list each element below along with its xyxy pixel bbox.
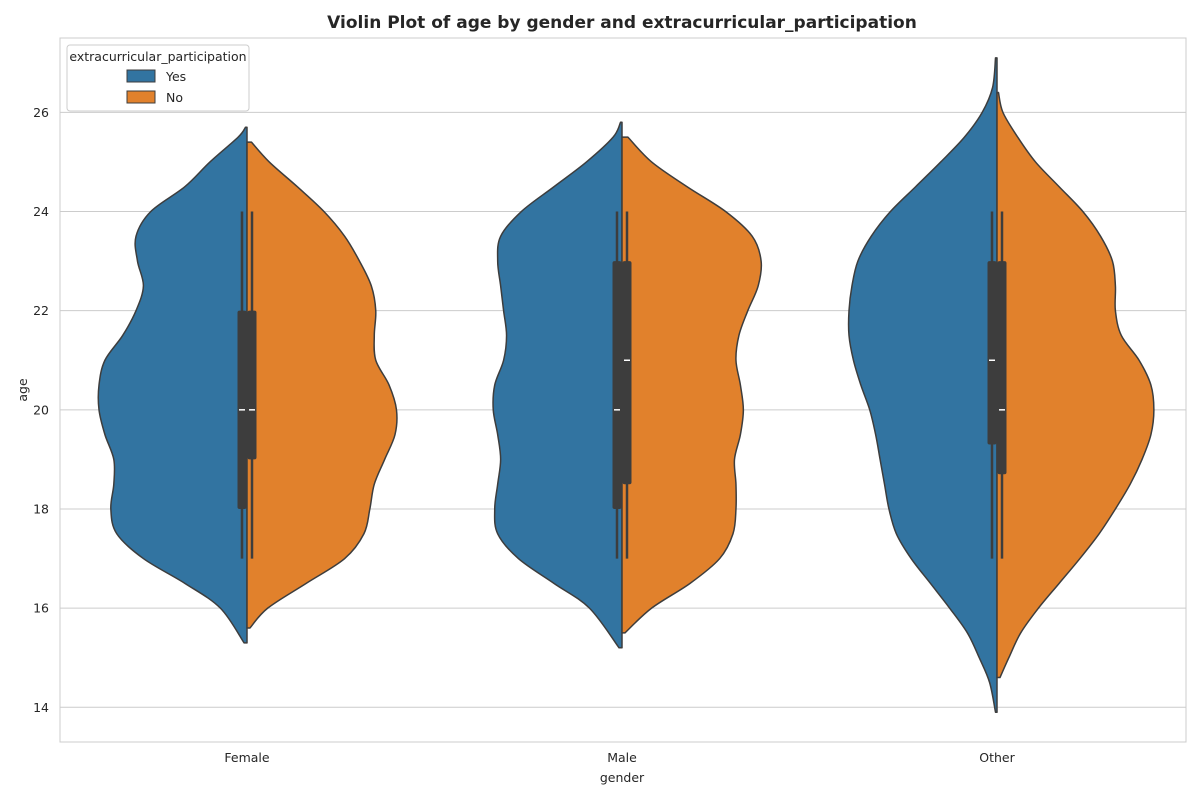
x-tick-labels: Female Male Other: [224, 750, 1015, 765]
legend-label-yes: Yes: [165, 69, 186, 84]
x-tick-label: Other: [979, 750, 1015, 765]
violin-no-other: [996, 91, 1155, 679]
violin-yes-female: [97, 126, 248, 644]
legend-box: [66, 44, 250, 112]
violin-yes-other: [847, 57, 998, 713]
violin-no-female: [246, 141, 398, 629]
x-tick-label: Male: [607, 750, 637, 765]
violin-no-male: [621, 136, 763, 634]
y-axis-label: age: [15, 378, 30, 402]
x-tick-label: Female: [224, 750, 270, 765]
y-tick-label: 26: [33, 105, 49, 120]
y-tick-labels: 14 16 18 20 22 24 26: [33, 105, 49, 715]
iqr-box: [612, 261, 622, 509]
violin-yes-male: [492, 121, 623, 649]
legend-title: extracurricular_participation: [69, 49, 246, 64]
chart-title: Violin Plot of age by gender and extracu…: [327, 13, 917, 33]
violins: [97, 57, 1155, 713]
iqr-box: [247, 310, 257, 460]
legend: extracurricular_participation Yes No: [66, 44, 250, 112]
legend-label-no: No: [166, 90, 183, 105]
x-axis-label: gender: [600, 770, 645, 785]
y-tick-label: 22: [33, 303, 49, 318]
y-tick-label: 16: [33, 601, 49, 616]
legend-swatch-yes: [126, 69, 156, 83]
y-tick-label: 14: [33, 700, 49, 715]
y-tick-label: 18: [33, 501, 49, 516]
iqr-box: [987, 261, 997, 445]
iqr-box: [997, 261, 1007, 475]
y-tick-label: 24: [33, 204, 49, 219]
y-tick-label: 20: [33, 402, 49, 417]
inner-boxes: [237, 211, 1007, 559]
legend-swatch-no: [126, 90, 156, 104]
plot-area-frame: [59, 37, 1187, 743]
iqr-box: [622, 261, 632, 485]
